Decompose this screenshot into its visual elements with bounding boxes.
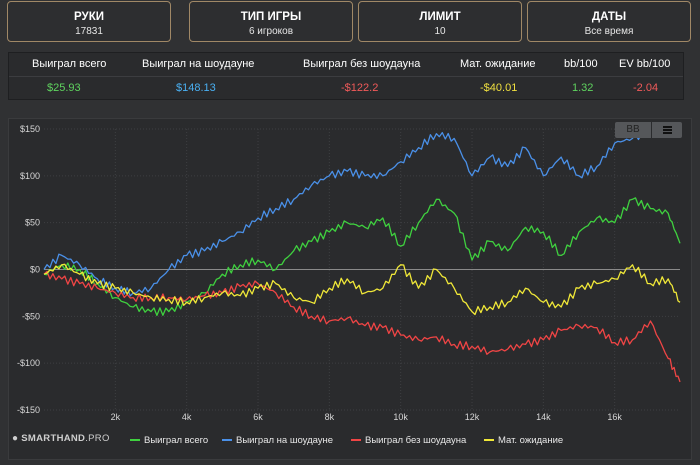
stats-header-total: Выиграл всего	[32, 58, 107, 70]
legend-item-ev[interactable]: Мат. ожидание	[484, 435, 563, 446]
series-line	[43, 197, 681, 317]
card-limit-title: ЛИМИТ	[419, 11, 461, 23]
brand-suffix: .PRO	[85, 433, 110, 444]
y-tick-label: $150	[20, 124, 40, 134]
card-limit[interactable]: ЛИМИТ 10	[358, 1, 522, 42]
stats-value-ev: -$40.01	[480, 82, 518, 94]
brand-logo: ● SMARTHAND.PRO	[12, 433, 110, 444]
x-tick-label: 12k	[465, 412, 480, 422]
y-tick-label: -$50	[22, 311, 40, 321]
x-tick-label: 14k	[536, 412, 551, 422]
brand-mark-icon: ●	[12, 433, 19, 444]
x-tick-label: 4k	[182, 412, 192, 422]
card-game-type[interactable]: ТИП ИГРЫ 6 игроков	[189, 1, 353, 42]
stats-header-ev-bb100: EV bb/100	[619, 58, 671, 70]
x-tick-label: 8k	[325, 412, 335, 422]
card-limit-value: 10	[434, 26, 446, 37]
hamburger-icon[interactable]	[652, 122, 682, 138]
y-tick-label: $100	[20, 171, 40, 181]
x-tick-label: 10k	[393, 412, 408, 422]
stats-header-row: Выиграл всего Выиграл на шоудауне Выигра…	[9, 53, 683, 77]
x-tick-label: 2k	[111, 412, 121, 422]
brand-name: SMARTHAND	[21, 433, 86, 444]
legend-item-no-showdown[interactable]: Выиграл без шоудауна	[351, 435, 466, 446]
stats-header-ev: Мат. ожидание	[460, 58, 536, 70]
bb-toggle-button[interactable]: BB	[615, 122, 651, 138]
card-game-type-title: ТИП ИГРЫ	[240, 11, 302, 23]
y-tick-label: $50	[25, 218, 40, 228]
filter-cards: РУКИ 17831 ТИП ИГРЫ 6 игроков ЛИМИТ 10 Д…	[0, 0, 700, 50]
x-tick-label: 6k	[253, 412, 263, 422]
y-tick-label: -$100	[17, 358, 40, 368]
card-dates-value: Все время	[584, 26, 634, 37]
series-line	[43, 131, 651, 297]
y-tick-label: -$150	[17, 405, 40, 415]
legend-swatch-showdown	[222, 439, 232, 442]
stats-value-total: $25.93	[47, 82, 81, 94]
card-dates[interactable]: ДАТЫ Все время	[527, 1, 691, 42]
stats-value-no-showdown: -$122.2	[341, 82, 379, 94]
legend-swatch-no-showdown	[351, 439, 361, 442]
x-tick-label: 16k	[607, 412, 622, 422]
card-dates-title: ДАТЫ	[591, 11, 627, 23]
stats-header-no-showdown: Выиграл без шоудауна	[303, 58, 421, 70]
stats-header-bb100: bb/100	[564, 58, 598, 70]
card-hands-title: РУКИ	[74, 11, 104, 23]
series-line	[43, 263, 681, 316]
stats-header-showdown: Выиграл на шоудауне	[142, 58, 255, 70]
legend-label-no-showdown: Выиграл без шоудауна	[365, 435, 467, 446]
legend-label-showdown: Выиграл на шоудауне	[236, 435, 334, 446]
card-hands-value: 17831	[75, 26, 103, 37]
legend-label-ev: Мат. ожидание	[498, 435, 564, 446]
stats-value-showdown: $148.13	[176, 82, 216, 94]
stats-value-bb100: 1.32	[572, 82, 594, 94]
legend-swatch-total	[130, 439, 140, 442]
stats-table: Выиграл всего Выиграл на шоудауне Выигра…	[8, 52, 684, 100]
y-tick-label: $0	[30, 265, 40, 275]
stats-value-ev-bb100: -2.04	[633, 82, 659, 94]
stats-value-row: $25.93 $148.13 -$122.2 -$40.01 1.32 -2.0…	[9, 77, 683, 100]
legend-swatch-ev	[484, 439, 494, 442]
legend-item-total[interactable]: Выиграл всего	[130, 435, 208, 446]
legend-label-total: Выиграл всего	[144, 435, 209, 446]
card-hands[interactable]: РУКИ 17831	[7, 1, 171, 42]
card-game-type-value: 6 игроков	[248, 26, 294, 37]
legend-item-showdown[interactable]: Выиграл на шоудауне	[222, 435, 333, 446]
